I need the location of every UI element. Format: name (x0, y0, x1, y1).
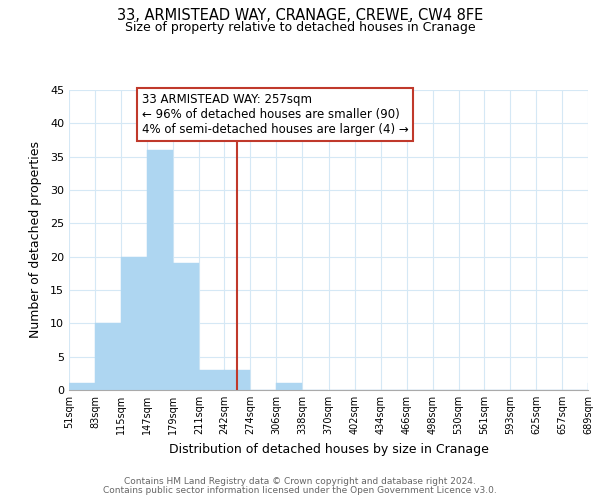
X-axis label: Distribution of detached houses by size in Cranage: Distribution of detached houses by size … (169, 442, 488, 456)
Text: 33 ARMISTEAD WAY: 257sqm
← 96% of detached houses are smaller (90)
4% of semi-de: 33 ARMISTEAD WAY: 257sqm ← 96% of detach… (142, 93, 409, 136)
Bar (277, 384, 302, 390)
Text: Contains HM Land Registry data © Crown copyright and database right 2024.: Contains HM Land Registry data © Crown c… (124, 477, 476, 486)
Bar (147, 150, 173, 390)
Bar (588, 384, 600, 390)
Text: Size of property relative to detached houses in Cranage: Size of property relative to detached ho… (125, 21, 475, 34)
Bar (199, 370, 224, 390)
Text: 33, ARMISTEAD WAY, CRANAGE, CREWE, CW4 8FE: 33, ARMISTEAD WAY, CRANAGE, CREWE, CW4 8… (117, 8, 483, 22)
Bar (173, 264, 199, 390)
Bar (224, 370, 250, 390)
Bar (121, 256, 147, 390)
Bar (95, 324, 121, 390)
Y-axis label: Number of detached properties: Number of detached properties (29, 142, 41, 338)
Bar (69, 384, 95, 390)
Text: Contains public sector information licensed under the Open Government Licence v3: Contains public sector information licen… (103, 486, 497, 495)
